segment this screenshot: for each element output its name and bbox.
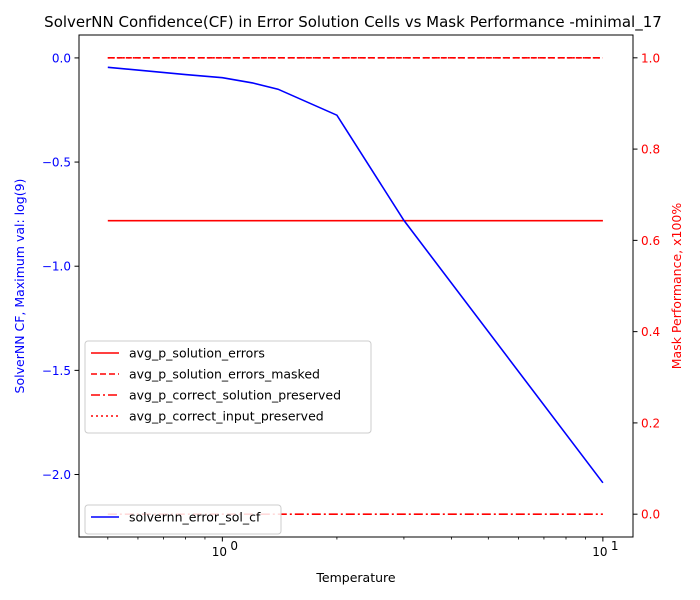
x-tick-exponent: 1 (611, 539, 619, 553)
x-axis: 10 0 10 1 (107, 537, 619, 559)
series-line-solvernn-error-sol-cf (107, 66, 604, 484)
left-y-axis: 0.0 −0.5 −1.0 −1.5 −2.0 (42, 51, 79, 482)
left-y-tick-label: −1.0 (42, 260, 71, 274)
x-tick-label: 10 (212, 545, 227, 559)
x-axis-label: Temperature (315, 570, 395, 585)
plot-frame (78, 34, 634, 538)
left-y-tick-label: 0.0 (52, 51, 71, 65)
right-y-tick-label: 0.0 (641, 508, 660, 522)
legend-solvernn-cf: solvernn_error_sol_cf (84, 504, 282, 535)
left-y-axis-label: SolverNN CF, Maximum val: log(9) (12, 179, 27, 394)
x-tick-exponent: 0 (230, 539, 238, 553)
legend-box (84, 504, 282, 535)
right-y-tick-label: 0.8 (641, 143, 660, 157)
right-y-tick-label: 0.6 (641, 234, 660, 248)
left-y-tick-label: −0.5 (42, 156, 71, 170)
left-y-tick-label: −2.0 (42, 468, 71, 482)
chart-title: SolverNN Confidence(CF) in Error Solutio… (44, 13, 662, 32)
legend-label-avg-p-solution-errors-masked: avg_p_solution_errors_masked (129, 367, 320, 382)
plot-lines (107, 56, 604, 516)
legend-label-avg-p-correct-solution-preserved: avg_p_correct_solution_preserved (129, 388, 341, 403)
legend-label-solvernn-error-sol-cf: solvernn_error_sol_cf (129, 510, 261, 525)
right-y-axis-label: Mask Performance, x100% (669, 203, 684, 370)
legend-mask-performance: avg_p_solution_errors avg_p_solution_erro… (84, 340, 372, 434)
legend-label-avg-p-solution-errors: avg_p_solution_errors (129, 346, 265, 361)
right-y-axis: 0.0 0.2 0.4 0.6 0.8 1.0 (633, 51, 660, 522)
right-y-tick-label: 0.2 (641, 416, 660, 430)
legend-label-avg-p-correct-input-preserved: avg_p_correct_input_preserved (129, 409, 324, 424)
right-y-tick-label: 1.0 (641, 51, 660, 65)
x-tick-label: 10 (592, 545, 607, 559)
legend-box (84, 340, 372, 434)
right-y-tick-label: 0.4 (641, 325, 660, 339)
left-y-tick-label: −1.5 (42, 364, 71, 378)
